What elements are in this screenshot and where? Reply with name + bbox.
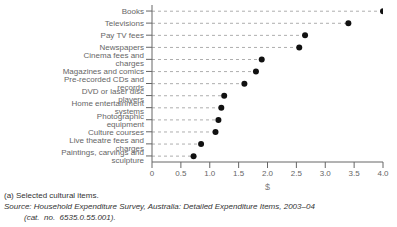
svg-text:3.0: 3.0 xyxy=(320,169,332,178)
svg-text:Paintings, carvings andsculptu: Paintings, carvings andsculpture xyxy=(61,148,144,165)
svg-text:Books: Books xyxy=(122,7,144,16)
svg-text:Televisions: Televisions xyxy=(105,19,144,28)
svg-text:Cinema fees andcharges: Cinema fees andcharges xyxy=(84,51,144,68)
svg-text:4.0: 4.0 xyxy=(377,169,389,178)
svg-text:Photographicequipment: Photographicequipment xyxy=(97,112,145,129)
svg-text:$: $ xyxy=(265,182,270,190)
svg-text:0: 0 xyxy=(150,169,155,178)
svg-text:0.5: 0.5 xyxy=(175,169,187,178)
svg-text:1.0: 1.0 xyxy=(204,169,216,178)
svg-text:2.5: 2.5 xyxy=(291,169,303,178)
svg-text:3.5: 3.5 xyxy=(349,169,361,178)
svg-text:2.0: 2.0 xyxy=(262,169,274,178)
svg-text:Pay TV fees: Pay TV fees xyxy=(101,31,144,40)
svg-text:1.5: 1.5 xyxy=(233,169,245,178)
